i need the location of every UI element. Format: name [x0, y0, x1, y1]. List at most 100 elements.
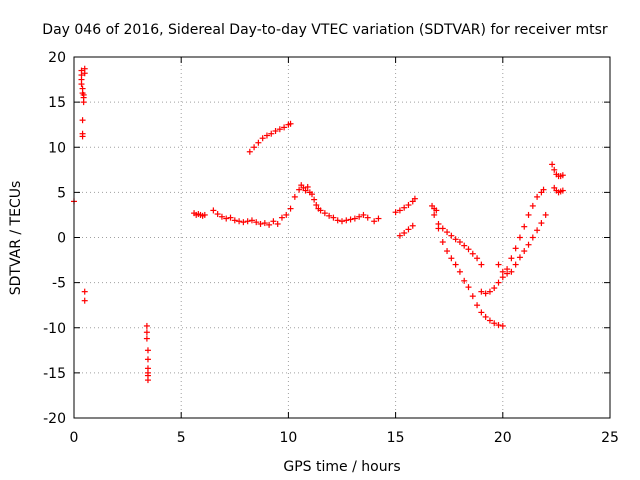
data-point: [244, 218, 251, 225]
y-tick-label-15: 15: [48, 95, 66, 111]
data-point: [478, 261, 485, 268]
y-tick-label-0: 0: [57, 231, 66, 247]
data-point: [347, 216, 354, 223]
data-point: [291, 193, 298, 200]
data-point: [534, 227, 541, 234]
y-axis: 20 15 10 5 0 -5 -10 -15 -20: [43, 50, 66, 427]
x-tick-label-0: 0: [70, 430, 79, 446]
data-point: [491, 285, 498, 292]
data-point: [465, 284, 472, 291]
data-point: [525, 211, 532, 218]
y-tick-label-neg15: -15: [43, 366, 66, 382]
data-point: [281, 124, 288, 131]
points-layer: [71, 65, 566, 384]
data-point: [469, 250, 476, 257]
data-point: [251, 144, 258, 151]
data-point: [495, 261, 502, 268]
data-point: [143, 322, 150, 329]
data-point: [248, 217, 255, 224]
data-point: [401, 204, 408, 211]
data-point: [266, 221, 273, 228]
data-point: [334, 217, 341, 224]
y-tick-label-neg10: -10: [43, 321, 66, 337]
x-tick-label-25: 25: [601, 430, 619, 446]
data-point: [405, 226, 412, 233]
data-point: [525, 241, 532, 248]
data-point: [231, 217, 238, 224]
data-point: [144, 377, 151, 384]
data-point: [287, 120, 294, 127]
data-point: [201, 211, 208, 218]
data-point: [287, 205, 294, 212]
data-point: [360, 211, 367, 218]
data-point: [474, 302, 481, 309]
data-point: [512, 261, 519, 268]
data-point: [499, 274, 506, 281]
data-point: [456, 239, 463, 246]
data-point: [495, 322, 502, 329]
data-point: [317, 207, 324, 214]
data-point: [409, 222, 416, 229]
data-point: [81, 288, 88, 295]
data-point: [278, 214, 285, 221]
data-point: [411, 195, 418, 202]
data-point: [240, 219, 247, 226]
data-point: [302, 187, 309, 194]
data-point: [529, 202, 536, 209]
data-point: [246, 148, 253, 155]
data-point: [559, 172, 566, 179]
data-point: [276, 126, 283, 133]
data-point: [512, 245, 519, 252]
data-point: [210, 207, 217, 214]
data-point: [223, 215, 230, 222]
data-point: [270, 218, 277, 225]
data-point: [79, 133, 86, 140]
data-point: [81, 297, 88, 304]
data-point: [504, 270, 511, 277]
data-point: [448, 255, 455, 262]
data-point: [396, 232, 403, 239]
data-point: [405, 202, 412, 209]
data-point: [259, 135, 266, 142]
data-point: [296, 186, 303, 193]
data-point: [321, 210, 328, 217]
data-point: [538, 220, 545, 227]
data-point: [253, 219, 260, 226]
data-point: [534, 193, 541, 200]
data-point: [478, 309, 485, 316]
data-point: [371, 218, 378, 225]
data-point: [559, 187, 566, 194]
data-point: [79, 117, 86, 124]
data-point: [444, 248, 451, 255]
data-point: [491, 320, 498, 327]
data-point: [396, 207, 403, 214]
data-point: [144, 347, 151, 354]
data-point: [478, 288, 485, 295]
data-point: [283, 211, 290, 218]
data-point: [339, 218, 345, 225]
data-point: [392, 209, 399, 216]
data-point: [263, 132, 270, 139]
chart-title: Day 046 of 2016, Sidereal Day-to-day VTE…: [42, 22, 608, 38]
data-point: [486, 288, 493, 295]
data-point: [326, 212, 333, 219]
data-point: [304, 183, 311, 190]
data-point: [508, 268, 515, 275]
data-point: [474, 255, 481, 262]
data-point: [356, 213, 363, 220]
data-point: [375, 215, 382, 222]
data-point: [465, 246, 472, 253]
data-point: [272, 128, 279, 135]
data-point: [521, 223, 528, 230]
data-point: [257, 220, 264, 227]
y-axis-label: SDTVAR / TECUs: [8, 181, 24, 296]
data-point: [218, 213, 225, 220]
data-point: [448, 232, 455, 239]
x-tick-label-5: 5: [177, 430, 186, 446]
data-point: [311, 196, 318, 203]
data-point: [444, 229, 451, 236]
data-point: [516, 234, 523, 241]
data-point: [308, 191, 315, 198]
y-tick-label-10: 10: [48, 140, 66, 156]
